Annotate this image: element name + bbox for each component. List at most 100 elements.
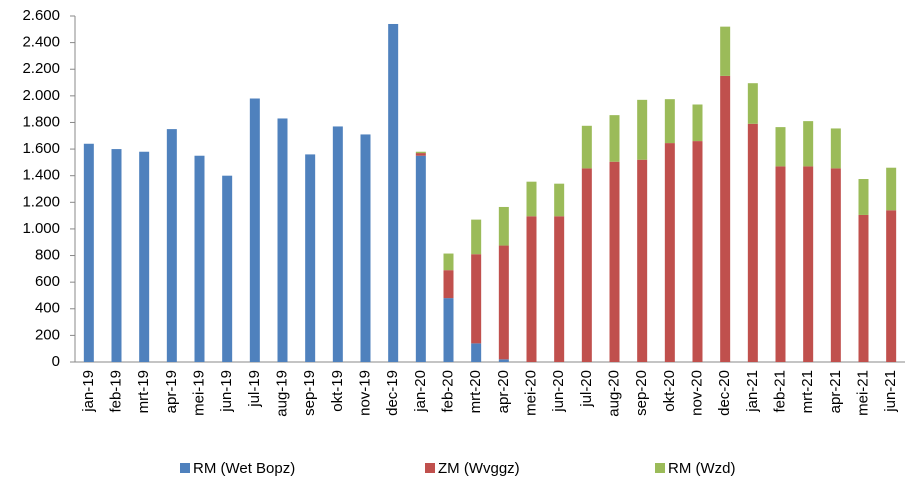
x-tick-label: jun-19	[218, 370, 235, 413]
bar-segment	[609, 115, 620, 162]
bar-segment	[664, 143, 675, 362]
legend-swatch	[655, 463, 665, 473]
bar-segment	[498, 359, 509, 362]
bar-segment	[526, 181, 537, 217]
x-tick-label: okt-19	[329, 370, 346, 412]
bar-segment	[747, 123, 758, 363]
bar-segment	[554, 216, 565, 362]
x-tick-label: apr-20	[495, 370, 512, 413]
bar-segment	[166, 129, 177, 362]
bar-segment	[83, 143, 94, 362]
x-tick-label: mei-20	[522, 370, 539, 416]
x-tick-label: mei-21	[854, 370, 871, 416]
y-tick-label: 1.800	[22, 113, 60, 130]
legend-label: RM (Wet Bopz)	[193, 460, 295, 477]
bar-segment	[498, 245, 509, 360]
x-tick-label: aug-19	[273, 370, 290, 417]
bar-segment	[277, 118, 288, 362]
bar-segment	[111, 149, 122, 362]
x-tick-label: sep-20	[633, 370, 650, 416]
legend-swatch	[425, 463, 435, 473]
bar-segment	[388, 23, 399, 362]
legend-label: RM (Wzd)	[668, 460, 736, 477]
bar-segment	[415, 151, 426, 154]
bar-segment	[830, 128, 841, 169]
x-tick-label: jan-21	[744, 370, 761, 413]
y-tick-label: 1.200	[22, 193, 60, 210]
y-tick-label: 1.000	[22, 220, 60, 237]
bar-segment	[803, 166, 814, 362]
y-tick-label: 2.600	[22, 7, 60, 24]
x-tick-label: jun-21	[882, 370, 899, 413]
x-tick-label: jul-20	[578, 370, 595, 408]
x-tick-label: feb-19	[107, 370, 124, 413]
bar-segment	[609, 161, 620, 362]
bar-segment	[471, 219, 482, 255]
y-tick-label: 2.200	[22, 60, 60, 77]
bar-segment	[415, 153, 426, 156]
x-tick-label: nov-19	[356, 370, 373, 416]
x-tick-label: mei-19	[190, 370, 207, 416]
bar-segment	[692, 141, 703, 362]
bar-segment	[720, 75, 731, 362]
x-tick-label: dec-20	[716, 370, 733, 416]
bar-segment	[775, 166, 786, 362]
bar-segment	[858, 214, 869, 362]
x-tick-label: jun-20	[550, 370, 567, 413]
bar-segment	[886, 167, 897, 211]
x-tick-label: dec-19	[384, 370, 401, 416]
bar-segment	[415, 155, 426, 362]
y-tick-label: 0	[52, 353, 60, 370]
x-tick-label: feb-21	[771, 370, 788, 413]
bar-segment	[581, 168, 592, 362]
bar-segment	[471, 343, 482, 362]
bar-segment	[830, 168, 841, 362]
bar-segment	[692, 104, 703, 142]
bar-segment	[139, 151, 150, 362]
bar-segment	[526, 216, 537, 362]
bar-segment	[637, 159, 648, 362]
x-tick-label: jan-19	[80, 370, 97, 413]
y-tick-label: 1.400	[22, 167, 60, 184]
bar-segment	[360, 134, 371, 362]
y-tick-label: 2.000	[22, 87, 60, 104]
x-tick-label: jul-19	[246, 370, 263, 408]
x-tick-label: mrt-19	[135, 370, 152, 413]
x-tick-label: aug-20	[605, 370, 622, 417]
x-tick-label: apr-21	[827, 370, 844, 413]
x-tick-label: mrt-20	[467, 370, 484, 413]
y-tick-label: 800	[35, 247, 60, 264]
x-tick-label: feb-20	[439, 370, 456, 413]
bar-segment	[637, 99, 648, 160]
x-tick-label: sep-19	[301, 370, 318, 416]
x-tick-label: nov-20	[688, 370, 705, 416]
y-tick-label: 2.400	[22, 34, 60, 51]
bar-segment	[305, 154, 316, 362]
legend-label: ZM (Wvggz)	[438, 460, 520, 477]
bar-segment	[664, 99, 675, 144]
bar-segment	[720, 26, 731, 76]
y-tick-label: 1.600	[22, 140, 60, 157]
bar-segment	[886, 210, 897, 362]
bar-segment	[471, 254, 482, 344]
bar-segment	[581, 125, 592, 169]
bar-segment	[775, 127, 786, 167]
x-tick-label: mrt-21	[799, 370, 816, 413]
bar-segment	[443, 253, 454, 271]
bar-segment	[443, 298, 454, 362]
bar-segment	[498, 206, 509, 246]
y-tick-label: 600	[35, 273, 60, 290]
x-tick-label: apr-19	[163, 370, 180, 413]
bar-segment	[332, 126, 343, 362]
bar-segment	[194, 155, 205, 362]
x-tick-label: okt-20	[661, 370, 678, 412]
bar-segment	[747, 83, 758, 124]
bar-segment	[858, 179, 869, 215]
bar-segment	[443, 270, 454, 299]
legend-swatch	[180, 463, 190, 473]
bar-segment	[222, 175, 233, 362]
x-tick-label: jan-20	[412, 370, 429, 413]
bar-segment	[554, 183, 565, 217]
bar-segment	[803, 121, 814, 167]
